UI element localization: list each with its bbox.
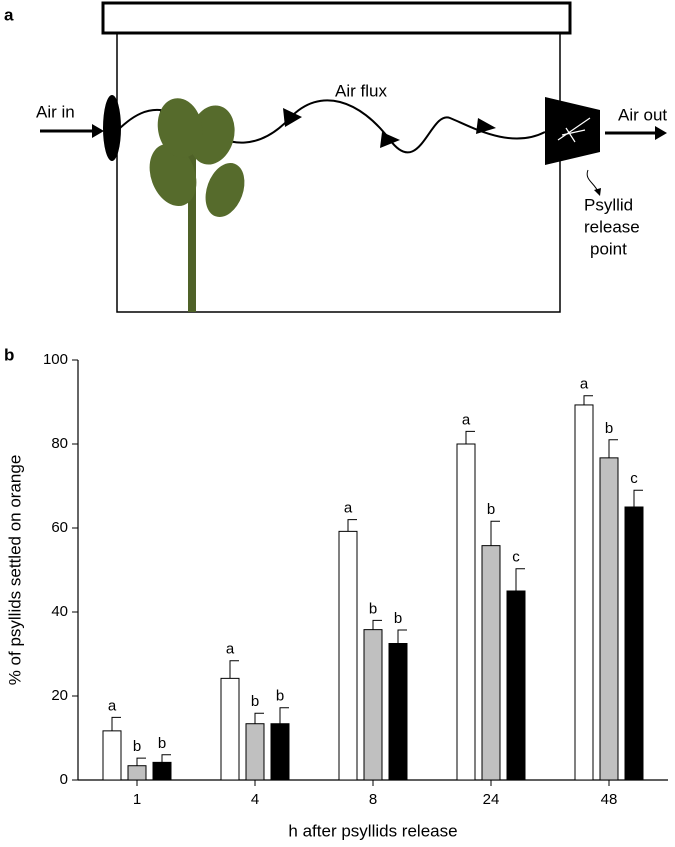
release-label: point: [590, 239, 627, 258]
panel-label: b: [4, 345, 14, 364]
arrowhead: [594, 188, 601, 196]
significance-letter: a: [462, 411, 471, 428]
diagram: a Air in Air flux Air out Psyllid releas…: [4, 1, 667, 313]
bar: [152, 761, 172, 781]
error-bar: [229, 660, 239, 679]
air-inlet: [103, 95, 121, 161]
flow-arrowhead: [380, 132, 400, 148]
significance-letter: b: [158, 735, 166, 752]
x-axis-label: h after psyllids release: [288, 821, 457, 840]
air-in-label: Air in: [36, 102, 75, 121]
significance-letter: a: [344, 500, 353, 517]
bar: [127, 765, 147, 781]
arrowhead: [655, 126, 667, 140]
significance-letter: a: [226, 641, 235, 658]
lid: [101, 1, 572, 35]
air-flux-label: Air flux: [335, 81, 387, 100]
x-tick-label: 1: [133, 791, 141, 808]
error-bar: [347, 519, 357, 532]
bar: [363, 629, 383, 781]
bar: [506, 590, 526, 781]
error-bar: [583, 395, 593, 405]
x-tick-label: 4: [251, 791, 259, 808]
significance-letter: c: [630, 470, 638, 487]
significance-letter: b: [487, 501, 495, 518]
pointer: [586, 169, 599, 193]
error-bar: [161, 754, 171, 763]
leaf: [149, 144, 197, 206]
flow-arrowhead: [476, 118, 496, 134]
error-bar: [397, 629, 407, 644]
bar: [245, 723, 265, 781]
error-bar: [608, 439, 618, 458]
significance-letter: b: [369, 600, 377, 617]
error-bar: [633, 489, 643, 507]
error-bar: [465, 430, 475, 444]
y-tick-label: 20: [51, 687, 68, 704]
bar: [270, 723, 290, 781]
bar: [624, 506, 644, 781]
y-tick-label: 0: [60, 771, 68, 788]
panel-label: a: [4, 5, 14, 24]
bar: [574, 404, 594, 781]
x-tick-label: 8: [369, 791, 377, 808]
release-label: release: [584, 217, 640, 236]
significance-letter: b: [251, 693, 259, 710]
bar: [456, 443, 476, 781]
y-tick-label: 40: [51, 603, 68, 620]
release-label: Psyllid: [584, 195, 633, 214]
bar: [481, 545, 501, 781]
significance-letter: b: [394, 610, 402, 627]
error-bar: [279, 707, 289, 724]
significance-letter: a: [108, 697, 117, 714]
x-tick-label: 24: [483, 791, 500, 808]
chamber: [116, 32, 561, 313]
bar: [102, 730, 122, 781]
error-bar: [490, 520, 500, 546]
y-tick-label: 60: [51, 519, 68, 536]
y-axis-label: % of psyllids settled on orange: [5, 455, 24, 686]
significance-letter: b: [133, 738, 141, 755]
significance-letter: c: [512, 549, 520, 566]
bar: [599, 457, 619, 781]
bar: [388, 643, 408, 781]
error-bar: [136, 757, 146, 766]
bar: [220, 677, 240, 781]
psyllid-icon: [557, 117, 591, 143]
significance-letter: a: [580, 376, 589, 393]
y-tick-label: 100: [43, 351, 68, 368]
arrowhead: [92, 124, 104, 138]
air-out-label: Air out: [618, 105, 667, 124]
error-bar: [111, 716, 121, 731]
error-bar: [515, 568, 525, 591]
release-chamber: [545, 97, 600, 165]
x-tick-label: 48: [601, 791, 618, 808]
error-bar: [372, 619, 382, 630]
significance-letter: b: [605, 420, 613, 437]
flow-arrowhead: [283, 108, 302, 127]
bar: [338, 530, 358, 781]
plant-stem: [188, 150, 196, 312]
error-bar: [254, 712, 264, 724]
y-tick-label: 80: [51, 435, 68, 452]
significance-letter: b: [276, 688, 284, 705]
leaf: [157, 98, 203, 158]
leaf: [205, 162, 245, 218]
